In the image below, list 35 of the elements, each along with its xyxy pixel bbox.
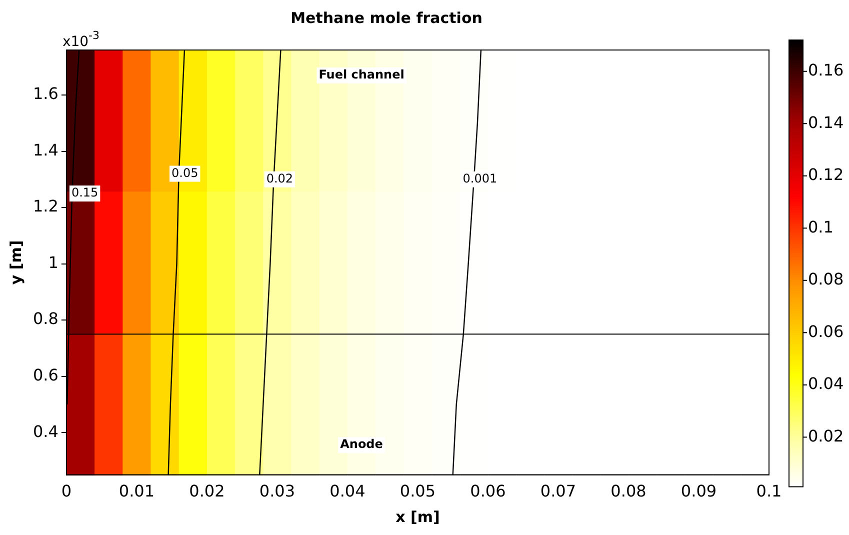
- color-bar-label: 0.16: [808, 60, 844, 80]
- x-tick-label: 0.02: [189, 482, 225, 501]
- y-tick-label: 1.4: [32, 140, 58, 160]
- y-tick-label: 0.4: [32, 422, 58, 441]
- series-label: 0.001: [462, 172, 498, 186]
- color-bar-label: 0.08: [808, 270, 844, 289]
- annotation: Fuel channel: [318, 68, 404, 82]
- x-tick-label: 0: [61, 482, 72, 501]
- color-bar-label: 0.1: [808, 217, 834, 236]
- color-bar-label: 0.12: [808, 165, 844, 184]
- y-tick-label: 1.2: [32, 196, 58, 216]
- x-tick-label: 0.05: [400, 482, 436, 501]
- x-tick-label: 0.08: [610, 482, 646, 501]
- series-label: 0.05: [171, 166, 198, 180]
- x-tick-label: 0.01: [118, 482, 155, 501]
- x-tick-label: 0.04: [330, 482, 366, 501]
- y-axis-title: y [m]: [6, 240, 25, 285]
- x-tick-label: 0.06: [470, 482, 506, 501]
- color-bar-label: 0.06: [808, 322, 844, 341]
- y-tick-label: 0.6: [32, 365, 58, 384]
- x-tick-label: 0.09: [680, 482, 717, 501]
- color-bar-label: 0.02: [808, 426, 844, 446]
- y-tick-label: 0.8: [32, 309, 58, 328]
- color-bar-label: 0.04: [808, 374, 844, 394]
- y-tick-label: 1.6: [32, 84, 58, 104]
- series-label: 0.02: [266, 172, 294, 186]
- series-label: 0.15: [71, 186, 98, 200]
- chart-title: Methane mole fraction: [290, 8, 482, 27]
- x-tick-label: 0.1: [756, 482, 782, 501]
- annotation: Anode: [340, 437, 383, 452]
- x-axis-title: x [m]: [396, 508, 440, 526]
- color-bar-label: 0.14: [808, 112, 844, 132]
- y-tick-label: 1: [48, 252, 58, 272]
- x-tick-label: 0.07: [540, 482, 576, 501]
- x-tick-label: 0.03: [259, 482, 296, 501]
